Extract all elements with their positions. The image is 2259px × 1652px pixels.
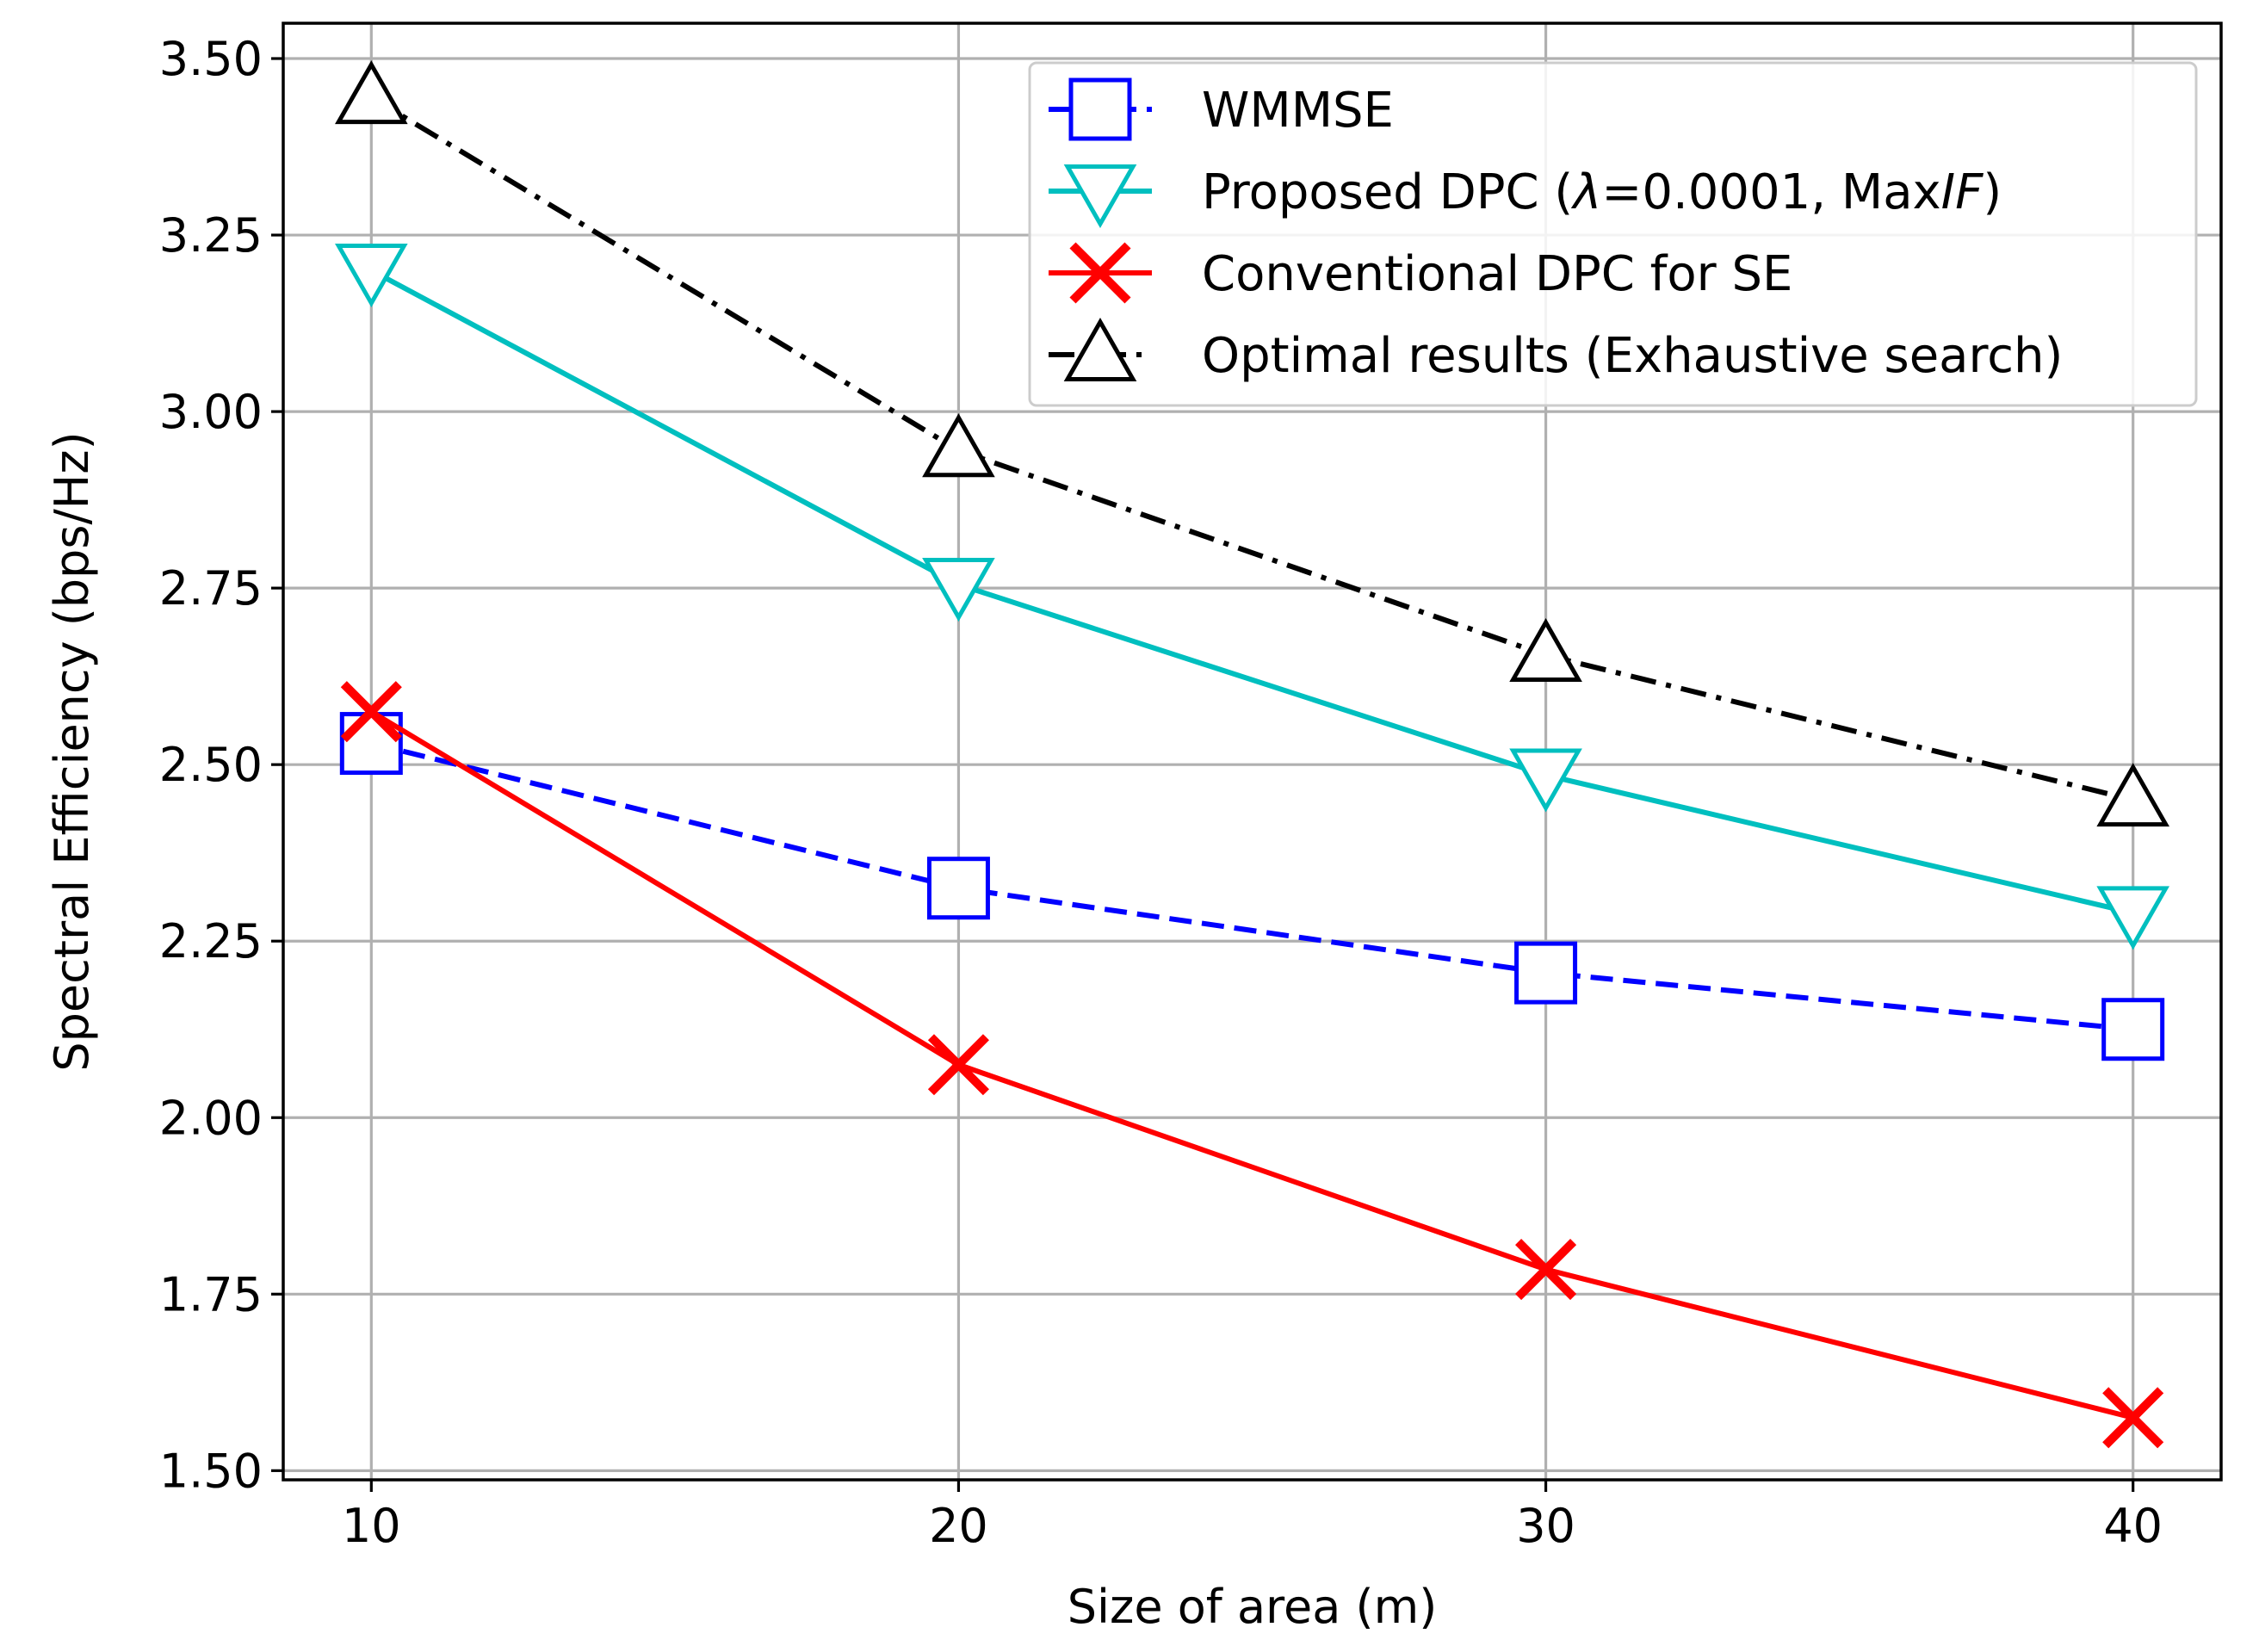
legend-marker	[1063, 317, 1137, 381]
y-tick-label: 2.25	[159, 914, 263, 968]
x-tick-label: 20	[929, 1499, 988, 1553]
plot-frame	[282, 22, 2223, 1482]
series-line	[369, 709, 2134, 1420]
y-tick-label: 2.75	[159, 561, 263, 616]
y-tick-label: 2.50	[159, 738, 263, 792]
data-point	[922, 413, 995, 478]
legend-item-wmmse: WMMSE	[1049, 77, 1394, 141]
ticks: 10 20 30 40 1.50 1.75 2.00 2.25 2.50 2.75 3.00 3.25…	[159, 32, 2163, 1553]
data-point	[1514, 941, 1578, 1005]
data-point	[2102, 1387, 2164, 1449]
x-tick-label: 30	[1516, 1499, 1575, 1553]
x-tick-label: 10	[342, 1499, 401, 1553]
data-point	[1509, 618, 1582, 683]
series-line	[369, 268, 2134, 916]
legend-item-optimal-results-exhaustive-search: Optimal results (Exhaustive search)	[1049, 317, 2063, 384]
data-point	[340, 681, 402, 743]
data-point	[2096, 886, 2169, 950]
data-point	[926, 857, 990, 920]
y-tick-label: 1.75	[159, 1267, 263, 1321]
legend: WMMSE Proposed DPC (λ=0.0001, MaxIF) Conve…	[1028, 61, 2198, 407]
legend-marker	[1063, 164, 1137, 229]
series-line	[370, 740, 2133, 1032]
x-marker-stroke	[1069, 242, 1131, 304]
y-axis-label: Spectral Efficiency (bps/Hz)	[45, 431, 99, 1071]
legend-marker	[1068, 77, 1132, 141]
series-optimal-results-exhaustive-search	[335, 60, 2169, 827]
data-point	[927, 1034, 989, 1096]
legend-label: Optimal results (Exhaustive search)	[1202, 328, 2063, 384]
x-marker-stroke	[1515, 1239, 1577, 1301]
series-wmmse	[339, 712, 2165, 1061]
data-point	[922, 558, 995, 622]
x-tick-label: 40	[2103, 1499, 2163, 1553]
data-point	[2101, 998, 2165, 1061]
y-tick-label: 1.50	[159, 1444, 263, 1498]
plot-border	[282, 22, 2223, 1482]
series-line	[369, 95, 2134, 803]
data-point	[335, 244, 408, 308]
y-tick-label: 3.00	[159, 385, 263, 439]
x-marker-stroke	[2102, 1387, 2164, 1449]
data-point	[2096, 763, 2169, 827]
legend-label: Proposed DPC (λ=0.0001, MaxIF)	[1202, 164, 2002, 220]
series-layer	[335, 60, 2169, 1449]
data-point	[1515, 1239, 1577, 1301]
y-tick-label: 2.00	[159, 1091, 263, 1145]
series-conventional-dpc-for-se	[340, 681, 2164, 1449]
data-point	[335, 60, 408, 125]
legend-label: Conventional DPC for SE	[1202, 246, 1792, 302]
x-marker-stroke	[927, 1034, 989, 1096]
series-proposed-dpc-0-0001-maxif	[335, 244, 2169, 950]
legend-item-proposed-dpc-0-0001-maxif: Proposed DPC (λ=0.0001, MaxIF)	[1049, 164, 2002, 229]
y-tick-label: 3.50	[159, 32, 263, 86]
legend-label: WMMSE	[1202, 83, 1394, 139]
x-marker-stroke	[340, 681, 402, 743]
legend-item-conventional-dpc-for-se: Conventional DPC for SE	[1049, 242, 1792, 304]
data-point	[1509, 748, 1582, 813]
legend-box	[1028, 61, 2198, 407]
legend-marker	[1069, 242, 1131, 304]
x-axis-label: Size of area (m)	[1068, 1580, 1438, 1634]
y-tick-label: 3.25	[159, 208, 263, 263]
